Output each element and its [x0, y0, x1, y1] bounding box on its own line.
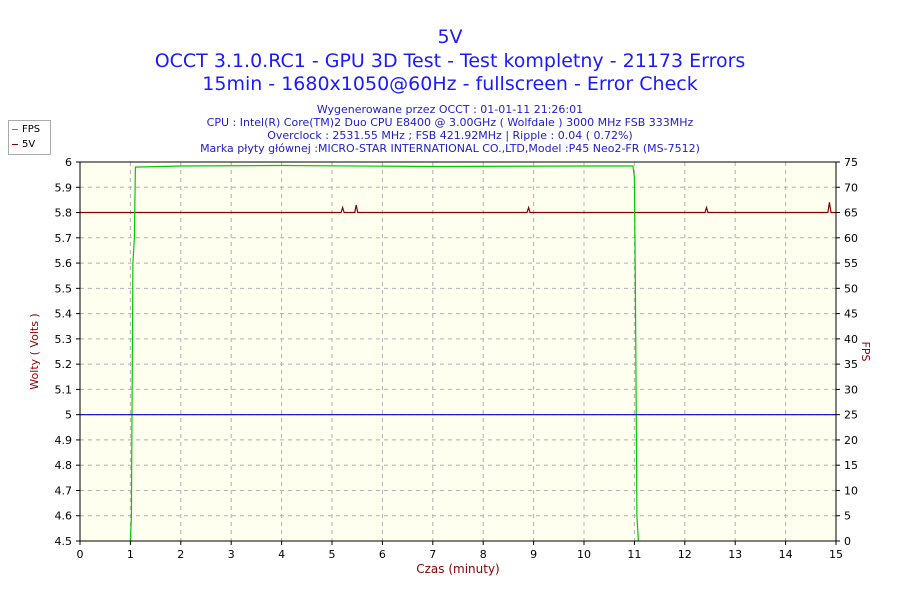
y-tick-label-right: 70	[844, 181, 858, 194]
series-line-5v	[80, 202, 836, 214]
y-tick-label-right: 35	[844, 358, 858, 371]
y-tick-label-right: 25	[844, 409, 858, 422]
x-tick-label: 15	[829, 548, 843, 561]
x-tick-label: 6	[379, 548, 386, 561]
y-tick-label-left: 6	[65, 156, 72, 169]
y-tick-label-right: 60	[844, 232, 858, 245]
axes: 0 1 2 3 4 5 6 7 8 9 10 11 12 13 14 154.54.64.74.84.955.…	[55, 156, 859, 561]
y-tick-label-left: 5.2	[55, 358, 73, 371]
x-tick-label: 14	[779, 548, 793, 561]
y-axis-label-left: Wolty ( Volts )	[28, 313, 41, 389]
x-tick-label: 10	[577, 548, 591, 561]
series-lines	[80, 164, 836, 542]
x-tick-label: 3	[228, 548, 235, 561]
y-tick-label-right: 30	[844, 383, 858, 396]
y-tick-label-left: 5.4	[55, 308, 73, 321]
x-tick-label: 1	[127, 548, 134, 561]
chart-subtitle-test: OCCT 3.1.0.RC1 - GPU 3D Test - Test komp…	[154, 50, 746, 72]
y-tick-label-left: 5.3	[55, 333, 73, 346]
x-tick-label: 4	[278, 548, 285, 561]
y-tick-label-left: 5.7	[55, 232, 73, 245]
x-tick-label: 13	[728, 548, 742, 561]
x-tick-label: 7	[429, 548, 436, 561]
x-tick-label: 8	[480, 548, 487, 561]
info-generated: Wygenerowane przez OCCT : 01-01-11 21:26…	[316, 103, 584, 116]
x-tick-label: 12	[678, 548, 692, 561]
y-tick-label-right: 40	[844, 333, 858, 346]
y-tick-label-right: 45	[844, 308, 858, 321]
x-tick-label: 5	[329, 548, 336, 561]
chart-title: 5V	[437, 26, 463, 48]
y-tick-label-left: 4.6	[55, 510, 73, 523]
legend-item-5v: 5V	[12, 138, 35, 150]
x-tick-label: 9	[530, 548, 537, 561]
y-tick-label-right: 20	[844, 434, 858, 447]
y-tick-label-left: 5	[65, 409, 72, 422]
plot-area	[80, 162, 836, 541]
y-tick-label-left: 5.8	[55, 207, 73, 220]
y-tick-label-right: 50	[844, 282, 858, 295]
y-tick-label-right: 55	[844, 257, 858, 270]
y-tick-label-right: 5	[844, 510, 851, 523]
legend-label-5v: 5V	[22, 138, 36, 150]
y-tick-label-left: 4.9	[55, 434, 73, 447]
y-tick-label-left: 5.5	[55, 282, 73, 295]
y-tick-label-right: 10	[844, 484, 858, 497]
y-tick-label-left: 4.5	[55, 535, 73, 548]
series-line-fps	[129, 164, 639, 542]
y-tick-label-left: 5.6	[55, 257, 73, 270]
info-overclock: Overclock : 2531.55 MHz ; FSB 421.92MHz …	[267, 129, 633, 142]
legend-swatch-fps	[12, 128, 18, 130]
x-tick-label: 11	[627, 548, 641, 561]
y-tick-label-left: 4.7	[55, 484, 73, 497]
y-tick-label-right: 65	[844, 207, 858, 220]
info-motherboard: Marka płyty głównej :MICRO-STAR INTERNAT…	[200, 142, 700, 155]
y-tick-label-right: 75	[844, 156, 858, 169]
legend-item-fps: FPS	[12, 123, 40, 135]
y-tick-label-right: 0	[844, 535, 851, 548]
x-axis-label: Czas (minuty)	[416, 562, 500, 576]
legend-label-fps: FPS	[22, 123, 41, 135]
y-axis-label-right: FPS	[859, 342, 872, 362]
y-tick-label-left: 5.1	[55, 383, 73, 396]
plot-frame	[79, 161, 837, 542]
x-tick-label: 2	[177, 548, 184, 561]
y-tick-label-left: 4.8	[55, 459, 73, 472]
chart-legend: FPS 5V	[8, 120, 51, 155]
chart-subtitle-mode: 15min - 1680x1050@60Hz - fullscreen - Er…	[202, 73, 698, 95]
y-tick-label-right: 15	[844, 459, 858, 472]
y-tick-label-left: 5.9	[55, 181, 73, 194]
x-tick-label: 0	[77, 548, 84, 561]
info-cpu: CPU : Intel(R) Core(TM)2 Duo CPU E8400 @…	[206, 116, 694, 129]
legend-swatch-5v	[12, 143, 18, 145]
